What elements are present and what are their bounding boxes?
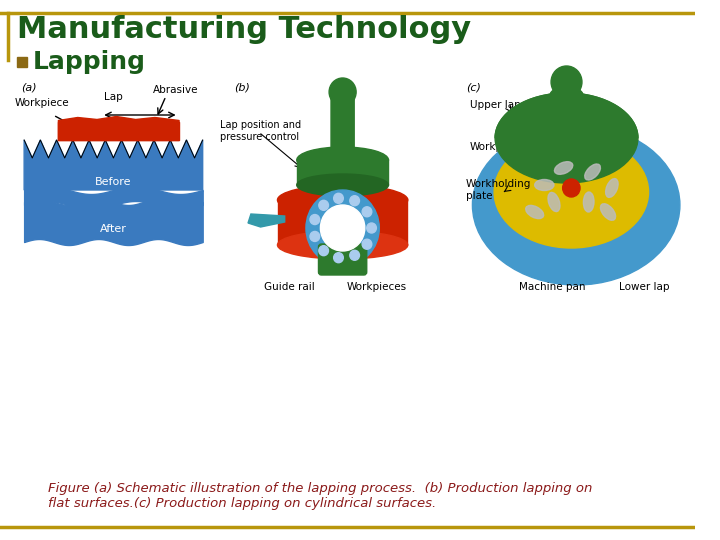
Ellipse shape — [495, 93, 638, 183]
Ellipse shape — [554, 161, 573, 174]
Polygon shape — [248, 214, 284, 227]
Text: Workpiece: Workpiece — [14, 98, 69, 108]
Circle shape — [362, 239, 372, 249]
Polygon shape — [495, 93, 638, 138]
Ellipse shape — [535, 179, 554, 191]
Text: (a): (a) — [21, 82, 37, 92]
Text: Manufacturing Technology: Manufacturing Technology — [17, 16, 472, 44]
Ellipse shape — [550, 87, 583, 103]
Ellipse shape — [277, 231, 408, 259]
Bar — [278, 198, 408, 245]
Circle shape — [350, 250, 359, 260]
Bar — [297, 159, 388, 185]
Ellipse shape — [600, 204, 616, 220]
Circle shape — [310, 232, 320, 241]
Circle shape — [333, 193, 343, 203]
Circle shape — [320, 205, 365, 251]
Text: Workpiece: Workpiece — [470, 142, 525, 152]
Text: Abrasive: Abrasive — [153, 85, 198, 95]
Text: Before: Before — [95, 177, 132, 187]
Ellipse shape — [548, 192, 560, 212]
Text: Workholding
plate: Workholding plate — [466, 179, 531, 201]
Ellipse shape — [277, 185, 408, 215]
Ellipse shape — [494, 136, 649, 248]
Ellipse shape — [583, 192, 594, 212]
Circle shape — [306, 190, 379, 266]
Ellipse shape — [297, 147, 389, 173]
Text: Lap position and
pressure control: Lap position and pressure control — [220, 120, 301, 141]
Text: (c): (c) — [466, 82, 481, 92]
Text: Figure (a) Schematic illustration of the lapping process.  (b) Production lappin: Figure (a) Schematic illustration of the… — [48, 482, 593, 510]
Text: Guide rail: Guide rail — [264, 282, 315, 292]
Ellipse shape — [297, 174, 389, 196]
Polygon shape — [24, 140, 202, 190]
Ellipse shape — [585, 164, 600, 180]
Text: Machine pan: Machine pan — [519, 282, 585, 292]
Text: Upper lap: Upper lap — [470, 100, 521, 110]
Circle shape — [551, 66, 582, 98]
Circle shape — [362, 207, 372, 217]
Text: Lap: Lap — [104, 92, 123, 102]
Text: After: After — [100, 224, 127, 234]
Ellipse shape — [526, 205, 544, 219]
Circle shape — [350, 195, 359, 206]
Circle shape — [310, 214, 320, 225]
Text: Workpieces: Workpieces — [346, 282, 407, 292]
Bar — [564, 86, 579, 98]
Ellipse shape — [472, 125, 680, 285]
Circle shape — [366, 223, 377, 233]
Circle shape — [319, 246, 328, 255]
Circle shape — [329, 78, 356, 106]
FancyBboxPatch shape — [331, 96, 354, 152]
Circle shape — [562, 179, 580, 197]
Text: (b): (b) — [235, 82, 251, 92]
FancyBboxPatch shape — [318, 244, 366, 275]
Text: Lower lap: Lower lap — [619, 282, 670, 292]
Bar — [17, 57, 27, 67]
Text: Lapping: Lapping — [33, 50, 146, 74]
Circle shape — [333, 253, 343, 262]
Circle shape — [319, 200, 328, 210]
Ellipse shape — [606, 179, 618, 198]
